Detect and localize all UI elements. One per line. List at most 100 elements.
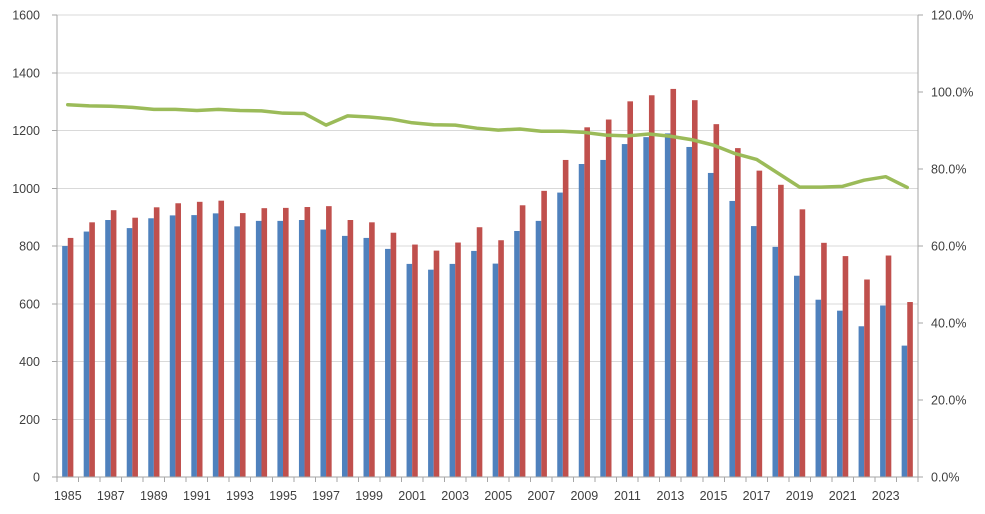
bar-s2-1995 — [283, 207, 289, 477]
bar-s1-1989 — [148, 218, 154, 477]
x-tick-label-2005: 2005 — [484, 489, 512, 503]
x-tick-label-2011: 2011 — [614, 489, 641, 503]
bar-s2-2009 — [584, 127, 590, 477]
bar-s1-1999 — [363, 237, 370, 477]
left-axis-tick-labels: 0 200 400 600 800 1000 1200 1400 1600 — [12, 9, 40, 485]
left-tick-label-600: 600 — [19, 297, 40, 311]
x-tick-label-2019: 2019 — [786, 489, 814, 503]
bar-s1-2006 — [514, 230, 520, 477]
bar-s1-1987 — [105, 220, 111, 477]
bar-s1-2023 — [880, 305, 886, 477]
bar-s1-1992 — [212, 213, 219, 477]
bar-s2-2002 — [433, 250, 440, 477]
bar-s2-2019 — [799, 209, 806, 477]
ratio-line — [66, 102, 909, 190]
x-tick-label-1991: 1991 — [183, 489, 211, 503]
x-tick-label-1995: 1995 — [269, 489, 297, 503]
x-tick-label-1999: 1999 — [355, 489, 383, 503]
bar-s2-2017 — [756, 170, 763, 477]
bar-s1-2015 — [707, 172, 714, 477]
bar-s2-2003 — [455, 242, 461, 477]
bar-s2-2016 — [735, 148, 741, 478]
x-axis-tick-labels: 1985 1987 1989 1991 1993 1995 1997 1999 2001 2003… — [54, 489, 900, 503]
right-tick-label-40: 40.0% — [931, 317, 966, 331]
bar-s2-2015 — [713, 124, 720, 478]
x-tick-label-1997: 1997 — [312, 489, 340, 503]
bar-s2-1985 — [67, 237, 74, 477]
bar-s2-1990 — [175, 203, 181, 477]
x-tick-label-2023: 2023 — [872, 489, 900, 503]
bar-s1-2012 — [643, 137, 649, 477]
x-tick-label-1989: 1989 — [140, 489, 168, 503]
bar-s1-2007 — [535, 220, 542, 477]
bar-s1-2018 — [772, 246, 779, 477]
bar-s1-2000 — [385, 248, 391, 477]
bar-s1-2009 — [578, 164, 585, 477]
left-tick-label-1600: 1600 — [12, 9, 40, 23]
x-tick-label-2015: 2015 — [700, 489, 728, 503]
bar-s1-2008 — [557, 192, 563, 477]
bar-s2-1998 — [347, 220, 354, 477]
left-tick-label-1200: 1200 — [12, 124, 40, 138]
bar-s2-2023 — [885, 255, 892, 477]
bar-s2-1997 — [326, 206, 332, 477]
bar-s2-2004 — [476, 227, 483, 477]
bar-s2-1991 — [196, 201, 203, 477]
bar-s1-2016 — [729, 200, 736, 477]
bar-s1-2002 — [428, 269, 434, 477]
bar-s1-2020 — [815, 299, 822, 477]
left-tick-label-0: 0 — [33, 471, 40, 485]
left-tick-label-1400: 1400 — [12, 66, 40, 80]
bar-s2-1987 — [110, 210, 117, 477]
x-tick-label-2009: 2009 — [570, 489, 598, 503]
right-tick-label-80: 80.0% — [931, 163, 966, 177]
bar-s1-2017 — [750, 226, 757, 477]
bar-s2-2010 — [605, 119, 612, 477]
bar-s1-1993 — [234, 226, 240, 477]
x-tick-label-2017: 2017 — [743, 489, 771, 503]
bar-s2-2022 — [864, 279, 870, 477]
bar-s1-2022 — [858, 326, 865, 477]
bar-s1-2010 — [600, 159, 606, 477]
right-tick-label-20: 20.0% — [931, 394, 966, 408]
bar-s2-2013 — [670, 88, 677, 478]
bar-s2-2001 — [412, 244, 418, 477]
bar-s1-1997 — [320, 229, 327, 477]
bar-s1-2004 — [471, 250, 477, 477]
bar-s1-1996 — [298, 220, 305, 477]
bar-s2-2012 — [648, 95, 655, 478]
x-tick-label-2021: 2021 — [829, 489, 857, 503]
bar-s1-2013 — [664, 133, 671, 477]
bar-s1-2001 — [406, 263, 413, 477]
bar-s2-2006 — [519, 205, 526, 478]
left-tick-label-400: 400 — [19, 355, 40, 369]
axes — [52, 14, 923, 482]
x-tick-label-2013: 2013 — [657, 489, 685, 503]
bar-s1-2021 — [837, 310, 843, 477]
bar-s1-2003 — [449, 263, 456, 477]
ratio-line-series — [66, 102, 909, 190]
bar-s2-2000 — [390, 232, 397, 477]
x-tick-label-2001: 2001 — [398, 489, 426, 503]
left-tick-label-800: 800 — [19, 240, 40, 254]
bar-s1-1995 — [277, 220, 284, 477]
left-tick-label-1000: 1000 — [12, 182, 40, 196]
bar-s1-2011 — [621, 144, 628, 477]
bar-s1-1986 — [83, 231, 90, 477]
bar-s2-1993 — [239, 213, 246, 477]
bar-s2-2018 — [778, 184, 784, 478]
bar-s2-1994 — [261, 208, 268, 478]
bar-s1-2014 — [686, 146, 692, 477]
bar-s2-2007 — [541, 190, 547, 477]
right-tick-label-120: 120.0% — [931, 9, 973, 23]
bar-s1-1988 — [126, 228, 133, 477]
x-tick-label-1993: 1993 — [226, 489, 254, 503]
bar-s1-2005 — [492, 263, 499, 477]
bar-series — [62, 88, 913, 478]
bar-s2-2020 — [821, 242, 827, 477]
bar-s1-1994 — [255, 220, 262, 477]
bar-s1-1991 — [191, 215, 197, 477]
x-tick-label-1987: 1987 — [97, 489, 125, 503]
right-tick-label-60: 60.0% — [931, 240, 966, 254]
bar-s2-1989 — [153, 207, 160, 477]
